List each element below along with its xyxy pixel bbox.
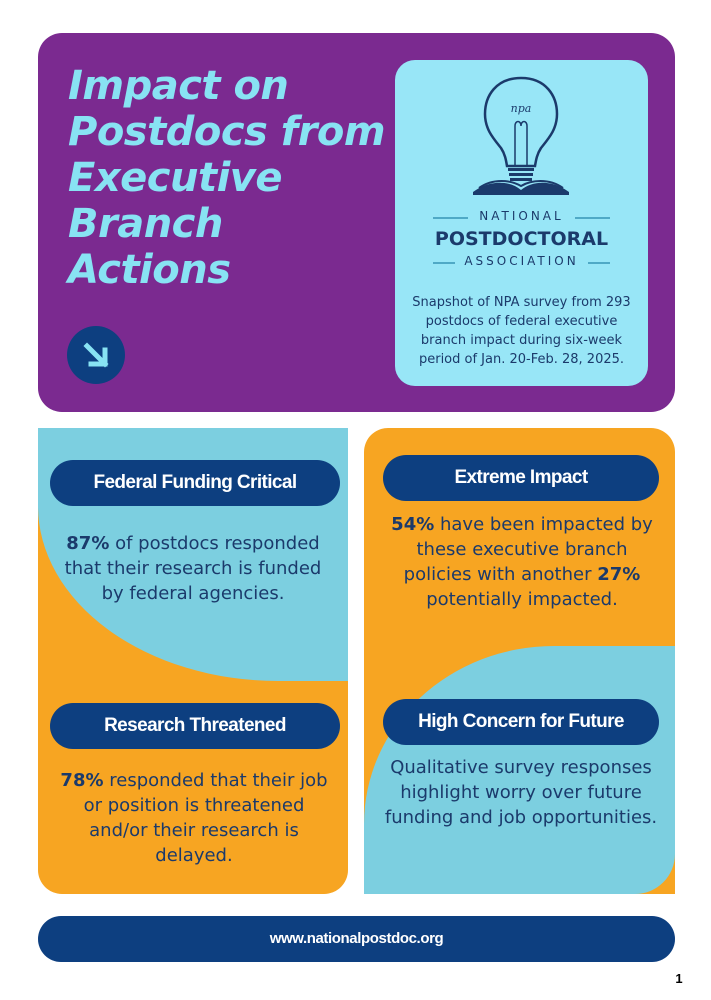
extreme-impact-stat-1: 54% bbox=[391, 514, 435, 535]
extreme-impact-stat-2: 27% bbox=[597, 564, 641, 585]
research-threatened-text: 78% responded that their job or position… bbox=[52, 768, 336, 868]
logo-line-postdoctoral: POSTDOCTORAL bbox=[434, 228, 609, 250]
federal-funding-stat: 87% bbox=[66, 533, 110, 554]
high-concern-heading: High Concern for Future bbox=[383, 699, 659, 745]
research-threatened-body: responded that their job or position is … bbox=[83, 770, 328, 866]
logo-rule-right-top bbox=[575, 217, 610, 219]
federal-funding-heading: Federal Funding Critical bbox=[50, 460, 340, 506]
survey-description: Snapshot of NPA survey from 293 postdocs… bbox=[412, 295, 631, 367]
federal-funding-text: 87% of postdocs responded that their res… bbox=[58, 531, 328, 606]
card-left: Federal Funding Critical 87% of postdocs… bbox=[38, 428, 348, 894]
extreme-impact-body-1: have been impacted by these executive br… bbox=[403, 514, 653, 585]
bulb-label: npa bbox=[511, 102, 532, 115]
high-concern-text: Qualitative survey responses highlight w… bbox=[384, 757, 658, 828]
extreme-impact-text: 54% have been impacted by these executiv… bbox=[384, 512, 660, 612]
hero-banner: Impact on Postdocs from Executive Branch… bbox=[38, 33, 675, 412]
website-link[interactable]: www.nationalpostdoc.org bbox=[38, 916, 675, 962]
federal-funding-body: of postdocs responded that their researc… bbox=[64, 533, 322, 604]
logo-rule-left-bottom bbox=[433, 262, 455, 264]
card-right: Extreme Impact 54% have been impacted by… bbox=[364, 428, 675, 894]
page-number: 1 bbox=[675, 971, 683, 986]
logo-line-association: ASSOCIATION bbox=[464, 254, 579, 268]
arrow-down-right-icon bbox=[83, 342, 109, 368]
npa-logo-card: npa NATIONAL POSTDOCTORAL ASSOCIATION Sn… bbox=[395, 60, 648, 386]
logo-rule-left-top bbox=[433, 217, 468, 219]
research-threatened-stat: 78% bbox=[60, 770, 104, 791]
extreme-impact-body-2: potentially impacted. bbox=[426, 589, 618, 610]
research-threatened-heading: Research Threatened bbox=[50, 703, 340, 749]
logo-rule-right-bottom bbox=[588, 262, 610, 264]
extreme-impact-heading: Extreme Impact bbox=[383, 455, 659, 501]
page-title: Impact on Postdocs from Executive Branch… bbox=[68, 63, 386, 293]
logo-line-national: NATIONAL bbox=[479, 209, 564, 223]
lightbulb-book-icon: npa bbox=[473, 76, 569, 195]
arrow-down-right-button[interactable] bbox=[67, 326, 125, 384]
